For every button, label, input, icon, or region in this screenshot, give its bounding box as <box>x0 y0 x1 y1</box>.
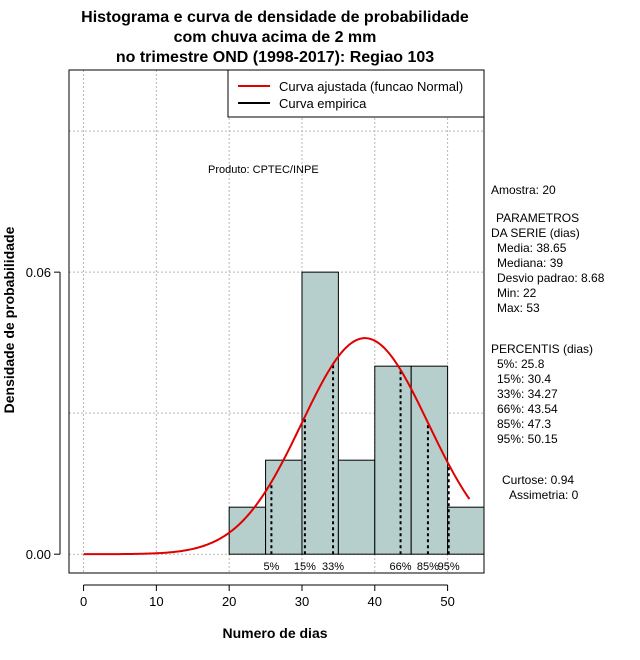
histogram-bars <box>228 271 485 555</box>
percentile-lines: 5% 15% 33% 66% 85%95% <box>263 363 460 573</box>
legend-label: Curva ajustada (funcao Normal) <box>279 79 463 94</box>
percentile-stat-line: 95%: 50.15 <box>497 432 558 446</box>
percentile-label: 95% <box>438 561 460 573</box>
y-axis-title: Densidade de probabilidade <box>1 226 17 413</box>
parameter-line: Mediana: 39 <box>497 256 563 270</box>
title-line: com chuva acima de 2 mm <box>174 29 377 46</box>
axes: 0 10 20 30 40 50 0.00 0.06 Numero de dias Densida… <box>1 226 455 641</box>
percentile-label: 5% <box>263 561 279 573</box>
parameter-line: Desvio padrao: 8.68 <box>497 271 605 285</box>
product-annotation: Produto: CPTEC/INPE <box>208 164 319 176</box>
x-tick-label: 20 <box>222 594 236 609</box>
legend-box <box>227 69 485 118</box>
chart-title: Histograma e curva de densidade de proba… <box>81 9 469 66</box>
percentile-label: 33% <box>322 561 344 573</box>
percentile-stat-line: 15%: 30.4 <box>497 372 551 386</box>
histogram-bar <box>228 506 267 555</box>
x-axis-title: Numero de dias <box>222 625 327 641</box>
title-line: Histograma e curva de densidade de proba… <box>81 9 469 26</box>
sample-size: Amostra: 20 <box>491 183 556 197</box>
y-tick-label: 0.00 <box>26 547 51 562</box>
x-tick-label: 40 <box>368 594 382 609</box>
title-line: no trimestre OND (1998-2017): Regiao 103 <box>116 49 434 66</box>
x-tick-label: 10 <box>149 594 163 609</box>
parameter-line: DA SERIE (dias) <box>491 226 580 240</box>
parameter-line: PARAMETROS <box>496 211 579 225</box>
percentile-label: 15% <box>294 561 316 573</box>
skewness: Assimetria: 0 <box>509 488 579 502</box>
histogram-bar <box>447 506 485 555</box>
parameter-line: Min: 22 <box>497 286 537 300</box>
legend: Curva ajustada (funcao Normal) Curva empi… <box>227 69 485 118</box>
histogram-bar <box>337 459 376 555</box>
normal-curve <box>83 337 471 556</box>
percentile-label: 85% <box>417 561 439 573</box>
percentile-stat-line: 85%: 47.3 <box>497 417 551 431</box>
x-tick-label: 50 <box>440 594 454 609</box>
normal-curve-line <box>83 337 471 556</box>
percentile-stat-line: PERCENTIS (dias) <box>491 342 593 356</box>
legend-label: Curva empirica <box>279 96 367 111</box>
x-tick-label: 30 <box>295 594 309 609</box>
percentile-stat-line: 5%: 25.8 <box>497 357 545 371</box>
kurtosis: Curtose: 0.94 <box>502 473 574 487</box>
histogram-bar <box>374 365 412 555</box>
histogram-bar <box>265 459 303 555</box>
parameter-line: Max: 53 <box>497 301 540 315</box>
histogram-bar <box>301 271 339 555</box>
parameter-line: Media: 38.65 <box>497 241 567 255</box>
percentile-stat-line: 66%: 43.54 <box>497 402 558 416</box>
x-tick-label: 0 <box>80 594 87 609</box>
histogram-bar <box>410 365 449 555</box>
percentile-label: 66% <box>390 561 412 573</box>
percentile-stat-line: 33%: 34.27 <box>497 387 558 401</box>
y-tick-label: 0.06 <box>26 265 51 280</box>
